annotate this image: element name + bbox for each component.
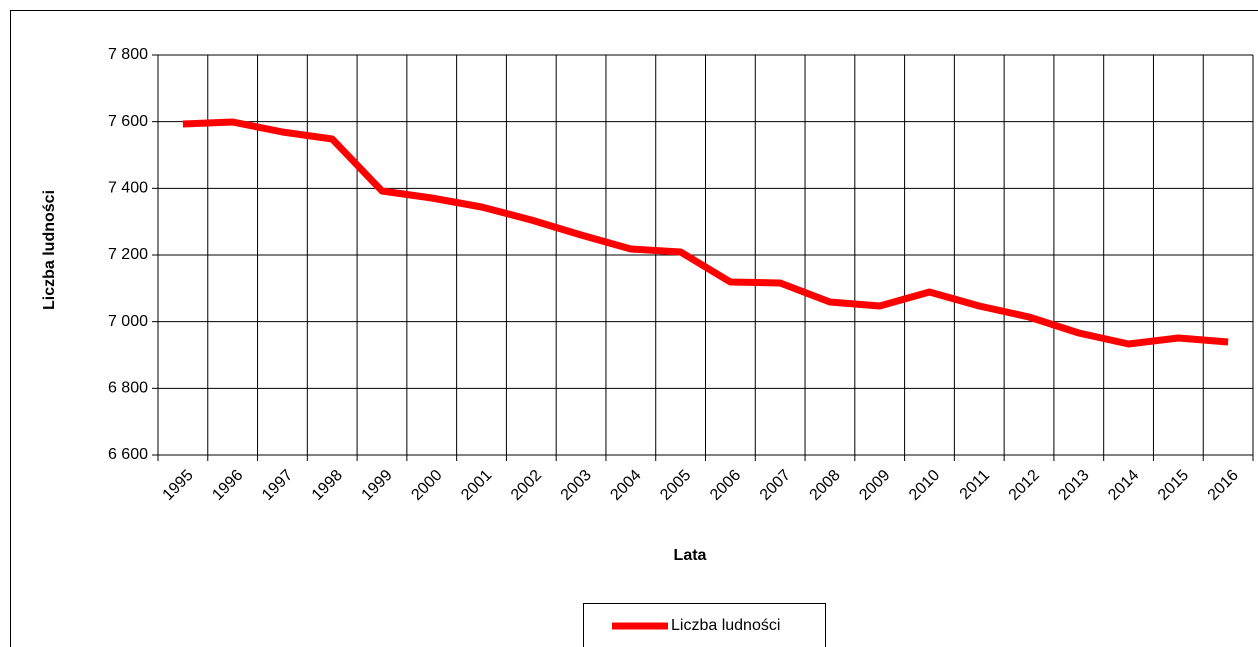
y-tick-label: 7 800 [108,46,148,63]
x-axis-title: Lata [674,547,707,564]
y-tick-label: 7 200 [108,246,148,263]
y-tick-label: 7 000 [108,313,148,330]
data-line [182,118,1229,348]
y-tick-label: 6 600 [108,446,148,463]
y-axis-title: Liczba ludności [41,190,58,310]
y-tick-label: 6 800 [108,380,148,397]
chart-frame [10,10,1258,647]
legend-label: Liczba ludności [671,617,780,634]
y-tick-label: 7 600 [108,113,148,130]
y-tick-label: 7 400 [108,180,148,197]
